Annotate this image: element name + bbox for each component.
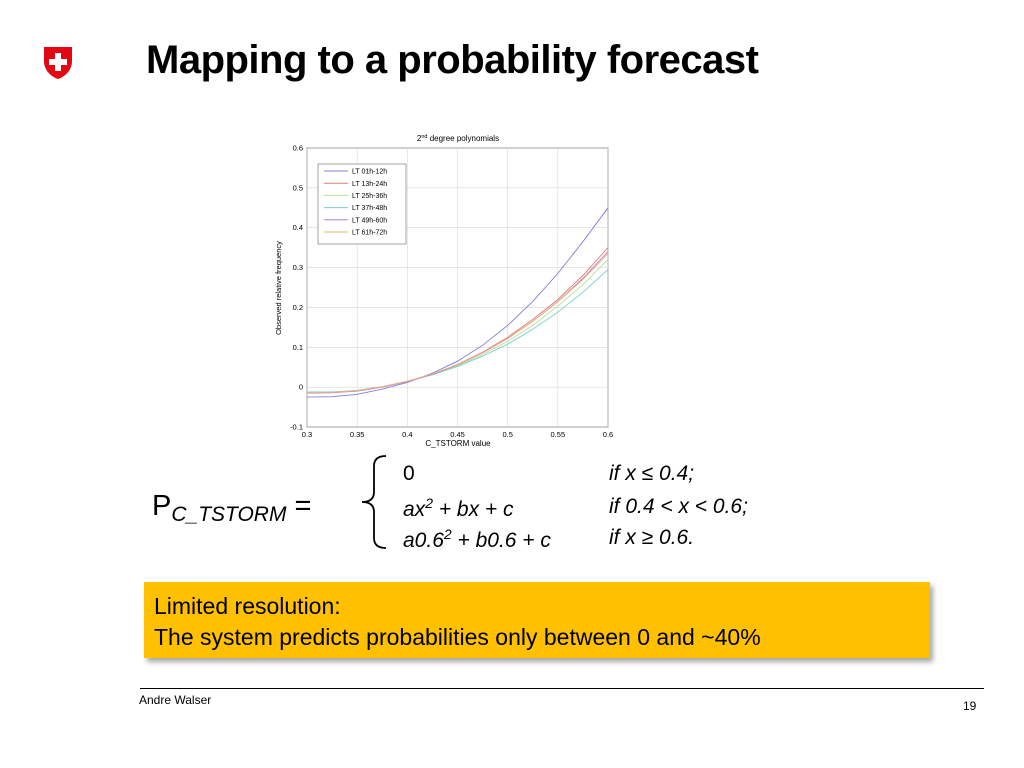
legend: LT 01h-12h LT 13h-24h LT 25h-36h LT 37h-48h… bbox=[317, 163, 407, 245]
x-tick-label: 0.45 bbox=[450, 430, 465, 439]
note-line-1: Limited resolution: bbox=[154, 593, 341, 619]
chart-title: 2nd degree polynomials bbox=[417, 134, 499, 143]
x-axis-label: C_TSTORM value bbox=[425, 439, 491, 448]
probability-subscript: C_TSTORM bbox=[171, 503, 287, 526]
y-tick-label: 0.1 bbox=[293, 343, 303, 352]
limited-resolution-note: Limited resolution: The system predicts … bbox=[144, 582, 930, 658]
y-tick-label: 0.2 bbox=[293, 303, 303, 312]
y-tick-label: -0.1 bbox=[290, 423, 303, 432]
series-line-6 bbox=[306, 253, 609, 394]
legend-label-6: LT 61h-72h bbox=[352, 230, 387, 237]
legend-label-1: LT 01h-12h bbox=[352, 169, 387, 176]
x-tick-label: 0.3 bbox=[302, 430, 312, 439]
formula-row-2-condition: if 0.4 < x < 0.6; bbox=[609, 495, 748, 518]
y-tick-label: 0.5 bbox=[293, 183, 303, 192]
x-tick-label: 0.35 bbox=[350, 430, 365, 439]
footer-divider bbox=[140, 688, 984, 689]
polynomial-chart: 0.3 0.35 0.4 0.45 0.5 0.55 0.6 -0.1 0 0.1 0.2 0.3 0.… bbox=[274, 134, 613, 448]
probability-symbol: P bbox=[152, 490, 172, 522]
footer-author: Andre Walser bbox=[139, 693, 212, 707]
y-tick-label: 0.6 bbox=[293, 144, 303, 153]
x-tick-label: 0.4 bbox=[402, 430, 412, 439]
page-number: 19 bbox=[963, 699, 977, 713]
x-tick-label: 0.55 bbox=[551, 430, 566, 439]
legend-label-4: LT 37h-48h bbox=[352, 205, 387, 212]
y-tick-label: 0.4 bbox=[293, 223, 303, 232]
x-tick-label: 0.6 bbox=[603, 430, 613, 439]
formula-row-3-expression: a0.62 + b0.6 + c bbox=[403, 526, 551, 552]
grid bbox=[306, 147, 609, 428]
left-brace bbox=[361, 455, 387, 549]
legend-box bbox=[317, 163, 407, 245]
x-tick-label: 0.5 bbox=[502, 430, 512, 439]
y-axis-label: Observed relative frequency bbox=[274, 241, 283, 335]
series-line-1 bbox=[306, 207, 609, 398]
formula-row-1-condition: if x ≤ 0.4; bbox=[609, 462, 695, 485]
note-line-2: The system predicts probabilities only b… bbox=[154, 624, 761, 650]
slide-title: Mapping to a probability forecast bbox=[146, 38, 759, 82]
formula-row-3-condition: if x ≥ 0.6. bbox=[609, 526, 695, 549]
formula-row-1-expression: 0 bbox=[403, 462, 415, 485]
formula-row-2-expression: ax2 + bx + c bbox=[403, 495, 514, 521]
axis-ticks: 0.3 0.35 0.4 0.45 0.5 0.55 0.6 -0.1 0 0.1 0.2 0.3 0.… bbox=[290, 144, 613, 440]
equals-sign: = bbox=[286, 490, 312, 522]
series-lines bbox=[306, 207, 609, 398]
probability-label: PC_TSTORM = bbox=[152, 490, 311, 527]
swiss-cross-logo bbox=[44, 47, 72, 79]
legend-label-3: LT 25h-36h bbox=[352, 193, 387, 200]
legend-label-2: LT 13h-24h bbox=[352, 181, 387, 188]
y-tick-label: 0.3 bbox=[293, 263, 303, 272]
legend-label-5: LT 49h-60h bbox=[352, 217, 387, 224]
y-tick-label: 0 bbox=[299, 383, 303, 392]
